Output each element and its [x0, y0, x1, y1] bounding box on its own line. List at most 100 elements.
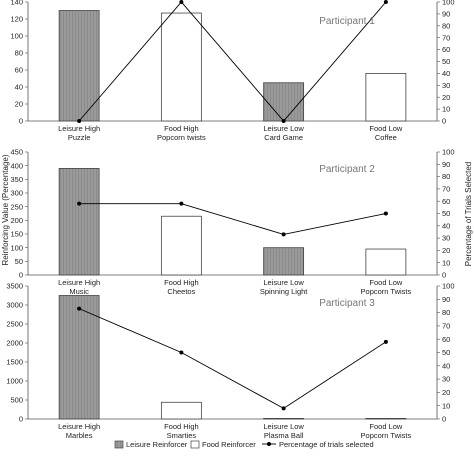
- right-tick-label: 60: [442, 335, 450, 344]
- left-tick-label: 140: [10, 0, 23, 7]
- category-label-line2: Smarties: [167, 431, 197, 440]
- right-tick-label: 0: [442, 117, 446, 126]
- left-tick-label: 80: [15, 49, 23, 58]
- category-label-line2: Popcorn twists: [157, 133, 206, 142]
- category-label-line2: Popcorn Twists: [361, 287, 412, 296]
- bar-food: [365, 73, 407, 122]
- right-tick-label: 70: [442, 185, 450, 194]
- right-tick-label: 100: [442, 282, 455, 291]
- bar-leisure: [58, 295, 100, 420]
- left-tick-label: 2000: [6, 339, 23, 348]
- category-label-line2: Popcorn Twists: [361, 431, 412, 440]
- category-label-line1: Food High: [164, 278, 199, 287]
- trials-point: [383, 339, 388, 344]
- category-label-line1: Food Low: [369, 278, 403, 287]
- trials-point: [77, 201, 82, 206]
- right-tick-label: 10: [442, 401, 450, 410]
- left-tick-label: 3500: [6, 282, 23, 291]
- bar-food: [160, 215, 202, 276]
- left-tick-label: 100: [10, 243, 23, 252]
- category-label-line1: Food Low: [369, 422, 403, 431]
- category-label-line1: Leisure High: [58, 124, 100, 133]
- category-label-line2: Card Game: [264, 133, 303, 142]
- right-tick-label: 80: [442, 172, 450, 181]
- left-tick-label: 50: [15, 257, 23, 266]
- bar-leisure: [263, 82, 305, 122]
- left-tick-label: 120: [10, 15, 23, 24]
- trials-point: [281, 406, 286, 411]
- trials-point: [179, 0, 184, 4]
- right-tick-label: 90: [442, 295, 450, 304]
- trials-line-1: [78, 1, 387, 122]
- bar-food: [365, 248, 407, 276]
- left-tick-label: 500: [10, 396, 23, 405]
- left-tick-label: 1000: [6, 377, 23, 386]
- left-tick-label: 0: [19, 415, 23, 424]
- right-tick-label: 60: [442, 197, 450, 206]
- legend-swatch-food: [190, 440, 200, 449]
- right-tick-label: 10: [442, 105, 450, 114]
- bar-leisure: [263, 418, 305, 420]
- right-tick-label: 10: [442, 258, 450, 267]
- right-tick-label: 50: [442, 348, 450, 357]
- category-label-line1: Food High: [164, 124, 199, 133]
- right-tick-label: 90: [442, 160, 450, 169]
- panel-title: Participant 2: [319, 164, 375, 175]
- left-tick-label: 40: [15, 83, 23, 92]
- trials-point: [383, 211, 388, 216]
- trials-point: [281, 119, 286, 123]
- right-tick-label: 30: [442, 375, 450, 384]
- right-tick-label: 50: [442, 57, 450, 66]
- trials-point: [179, 350, 184, 355]
- category-label-line2: Puzzle: [68, 133, 91, 142]
- right-tick-label: 50: [442, 209, 450, 218]
- right-tick-label: 60: [442, 45, 450, 54]
- right-tick-label: 40: [442, 221, 450, 230]
- left-tick-label: 300: [10, 189, 23, 198]
- left-tick-label: 450: [10, 148, 23, 157]
- legend-swatch-marker: [267, 442, 271, 446]
- trials-point: [77, 119, 82, 123]
- trials-point: [77, 306, 82, 311]
- left-tick-label: 2500: [6, 320, 23, 329]
- left-tick-label: 0: [19, 271, 23, 280]
- trials-point: [281, 232, 286, 237]
- left-tick-label: 350: [10, 175, 23, 184]
- category-label-line2: Cheetos: [167, 287, 195, 296]
- category-label-line1: Food High: [164, 422, 199, 431]
- left-tick-label: 3000: [6, 301, 23, 310]
- bar-food: [160, 12, 202, 122]
- right-tick-label: 70: [442, 322, 450, 331]
- bar-food: [365, 418, 407, 420]
- right-tick-label: 90: [442, 10, 450, 19]
- category-label-line2: Spinning Light: [260, 287, 308, 296]
- left-tick-label: 200: [10, 216, 23, 225]
- panel-title: Participant 1: [319, 16, 375, 27]
- category-label-line1: Leisure Low: [263, 278, 304, 287]
- category-label-line2: Coffee: [375, 133, 397, 142]
- left-tick-label: 400: [10, 161, 23, 170]
- legend-label-food: Food Reinforcer: [202, 440, 256, 449]
- trials-line-2: [79, 203, 386, 235]
- left-tick-label: 60: [15, 66, 23, 75]
- right-tick-label: 40: [442, 361, 450, 370]
- right-tick-label: 20: [442, 93, 450, 102]
- bar-food: [160, 401, 202, 420]
- right-tick-label: 100: [442, 148, 455, 157]
- left-tick-label: 20: [15, 100, 23, 109]
- left-axis-title: Reinforcing Value (Percentage): [1, 154, 10, 265]
- category-label-line1: Leisure Low: [263, 422, 304, 431]
- legend-swatch-leisure: [114, 440, 124, 449]
- left-tick-label: 150: [10, 230, 23, 239]
- right-tick-label: 20: [442, 388, 450, 397]
- right-tick-label: 30: [442, 81, 450, 90]
- right-tick-label: 40: [442, 69, 450, 78]
- category-label-line1: Leisure Low: [263, 124, 304, 133]
- left-tick-label: 1500: [6, 358, 23, 367]
- right-tick-label: 0: [442, 415, 446, 424]
- panel-title: Participant 3: [319, 298, 375, 309]
- right-tick-label: 70: [442, 33, 450, 42]
- right-tick-label: 30: [442, 234, 450, 243]
